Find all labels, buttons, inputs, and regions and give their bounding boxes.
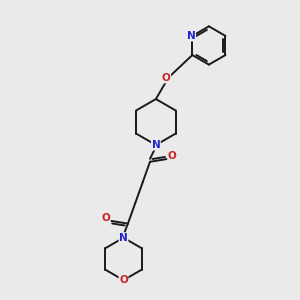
- Text: N: N: [152, 140, 160, 150]
- Text: O: O: [119, 275, 128, 285]
- Text: N: N: [119, 233, 128, 243]
- Text: O: O: [168, 152, 176, 161]
- Text: O: O: [101, 213, 110, 223]
- Text: O: O: [162, 73, 171, 83]
- Text: N: N: [187, 31, 196, 41]
